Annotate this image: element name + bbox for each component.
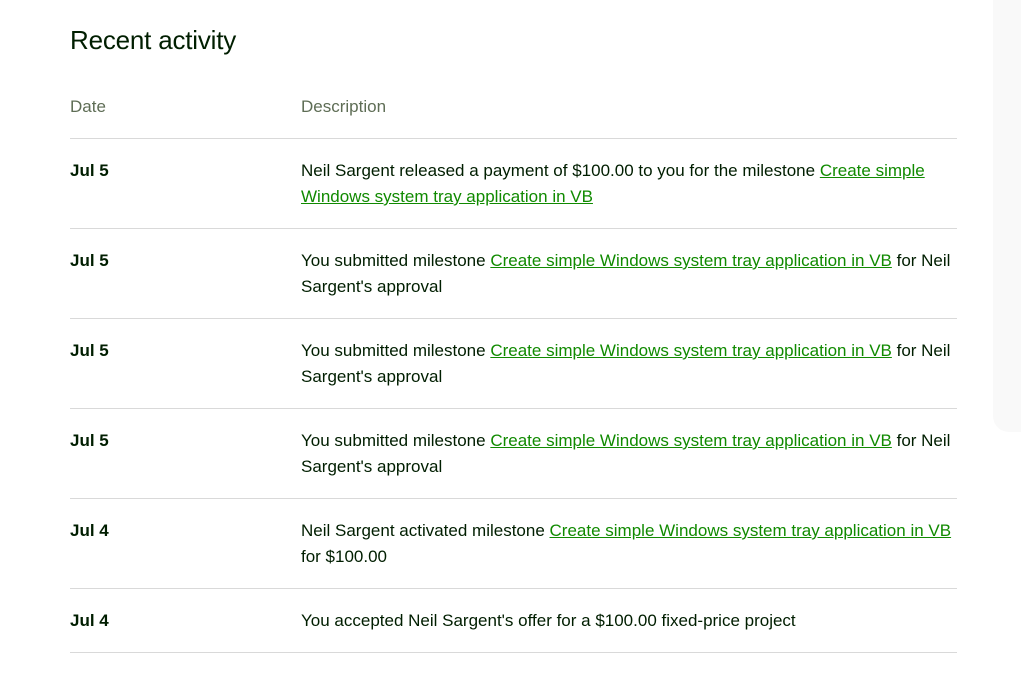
table-row: Jul 5 You submitted milestone Create simp… [70,409,957,499]
description-text: You submitted milestone [301,341,491,360]
row-description: You submitted milestone Create simple Wi… [301,428,957,480]
description-text: You accepted Neil Sargent's offer for a … [301,611,796,630]
row-description: You submitted milestone Create simple Wi… [301,248,957,300]
milestone-link[interactable]: Create simple Windows system tray applic… [301,161,925,206]
row-date: Jul 5 [70,251,109,270]
description-text: You submitted milestone [301,251,491,270]
milestone-link[interactable]: Create simple Windows system tray applic… [490,251,892,270]
side-panel [993,0,1021,432]
description-text: for Neil Sargent's approval [301,341,951,386]
page-title: Recent activity [70,25,237,55]
description-text: You submitted milestone [301,431,491,450]
milestone-link[interactable]: Create simple Windows system tray applic… [490,431,892,450]
row-description: Neil Sargent released a payment of $100.… [301,158,957,210]
row-description: Neil Sargent activated milestone Create … [301,518,957,570]
column-header-date: Date [70,97,106,116]
row-description: You accepted Neil Sargent's offer for a … [301,608,957,634]
description-text: for $100.00 [301,547,388,566]
row-description: You submitted milestone Create simple Wi… [301,338,957,390]
table-row: Jul 5 Neil Sargent released a payment of … [70,139,957,229]
activity-table: Date Description Jul 5 Neil Sargent relea… [70,94,957,653]
row-date: Jul 5 [70,161,109,180]
table-row: Jul 4 Neil Sargent activated milestone Cr… [70,499,957,589]
table-row: Jul 5 You submitted milestone Create simp… [70,229,957,319]
description-text: for Neil Sargent's approval [301,251,951,296]
row-date: Jul 4 [70,611,109,630]
row-date: Jul 4 [70,521,109,540]
row-date: Jul 5 [70,341,109,360]
table-row: Jul 4 You accepted Neil Sargent's offer f… [70,589,957,653]
row-date: Jul 5 [70,431,109,450]
milestone-link[interactable]: Create simple Windows system tray applic… [549,521,952,540]
table-header: Date Description [70,94,957,139]
description-text: Neil Sargent released a payment of $100.… [301,161,820,180]
table-row: Jul 5 You submitted milestone Create simp… [70,319,957,409]
description-text: for Neil Sargent's approval [301,431,951,476]
column-header-description: Description [301,97,387,116]
description-text: Neil Sargent activated milestone [301,521,550,540]
milestone-link[interactable]: Create simple Windows system tray applic… [490,341,892,360]
